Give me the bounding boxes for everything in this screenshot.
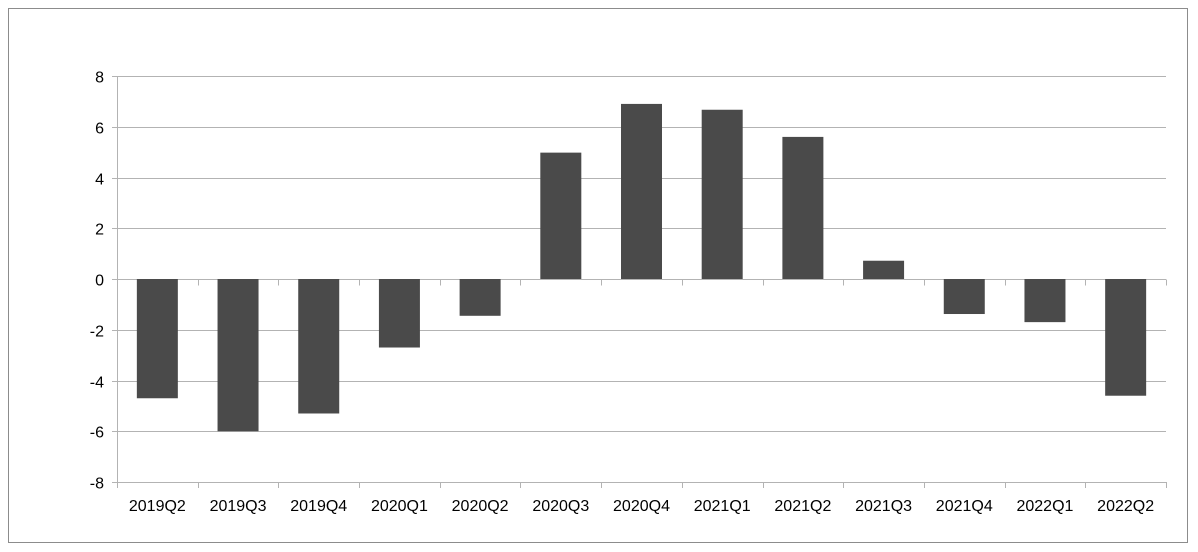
bar-2019Q2 xyxy=(136,279,178,399)
x-tick-label: 2022Q2 xyxy=(1097,498,1154,515)
x-tick-label: 2020Q4 xyxy=(613,498,670,515)
x-tick-label: 2020Q2 xyxy=(452,498,509,515)
bar-2022Q2 xyxy=(1105,279,1147,396)
bar-2020Q1 xyxy=(378,279,420,348)
x-tick-label: 2021Q2 xyxy=(774,498,831,515)
bar-2021Q4 xyxy=(943,279,985,315)
x-tick-label: 2019Q4 xyxy=(290,498,347,515)
x-tick-label: 2021Q3 xyxy=(855,498,912,515)
x-tick-label: 2021Q1 xyxy=(694,498,751,515)
x-tick-label: 2022Q1 xyxy=(1016,498,1073,515)
bar-2019Q4 xyxy=(298,279,340,414)
x-tick-label: 2020Q3 xyxy=(532,498,589,515)
y-tick-label: 4 xyxy=(95,172,104,189)
chart-frame xyxy=(8,8,1188,543)
bar-2020Q4 xyxy=(621,103,662,279)
x-tick-label: 2019Q3 xyxy=(210,498,267,515)
x-tick-label: 2021Q4 xyxy=(936,498,993,515)
y-tick-label: 2 xyxy=(95,222,104,239)
bar-2020Q3 xyxy=(540,152,582,279)
x-tick-label: 2020Q1 xyxy=(371,498,428,515)
bar-2021Q2 xyxy=(782,136,824,279)
y-tick-label: 6 xyxy=(95,121,104,138)
y-tick-label: -4 xyxy=(90,375,104,392)
bar-2021Q3 xyxy=(863,260,905,279)
y-tick-label: -8 xyxy=(90,476,104,493)
y-tick-label: -6 xyxy=(90,425,104,442)
bar-2020Q2 xyxy=(459,279,501,316)
y-tick-label: 0 xyxy=(95,273,104,290)
x-tick-label: 2019Q2 xyxy=(129,498,186,515)
y-tick-label: 8 xyxy=(95,70,104,87)
bar-2022Q1 xyxy=(1024,279,1066,323)
bar-2021Q1 xyxy=(701,109,743,279)
y-tick-label: -2 xyxy=(90,324,104,341)
bar-2019Q3 xyxy=(217,279,259,432)
